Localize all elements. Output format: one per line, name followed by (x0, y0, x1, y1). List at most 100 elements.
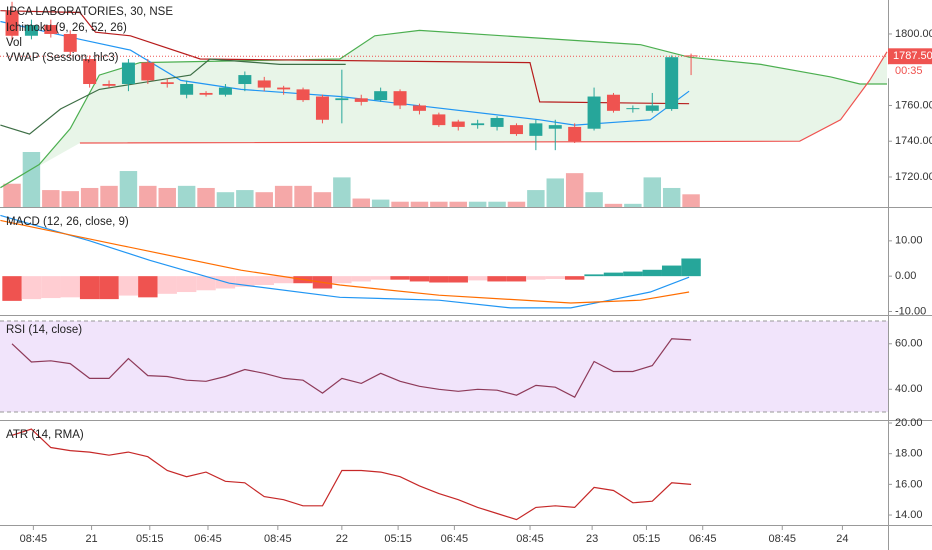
x-tick-label: 22 (336, 533, 348, 545)
last-price-label: 1787.50 (893, 50, 932, 62)
volume-bar (352, 198, 370, 207)
indicator-line (0, 214, 690, 309)
macd-histogram-bar (545, 276, 565, 279)
macd-histogram-bar (390, 276, 410, 280)
macd-histogram-bar (2, 276, 22, 301)
candle-body (471, 123, 485, 126)
volume-bar (643, 177, 662, 207)
indicator-line (0, 20, 690, 126)
candle-body (199, 92, 213, 95)
candle-body (141, 62, 155, 81)
macd-histogram-bar (642, 269, 662, 277)
last-price-tag (888, 48, 932, 65)
y-tick-label: 18.00 (895, 448, 923, 460)
volume-bar (100, 185, 118, 207)
y-tick-label: 20.00 (895, 417, 923, 429)
macd-histogram-bar (584, 274, 604, 277)
x-tick-label: 21 (85, 533, 97, 545)
candle-body (626, 108, 640, 110)
indicator-pane (11, 428, 692, 521)
countdown-tag (888, 64, 932, 79)
x-tick-label: 08:45 (516, 533, 544, 545)
candle-body (218, 87, 232, 95)
candle-body (451, 121, 465, 127)
candle-body (529, 123, 543, 136)
volume-bar (565, 173, 584, 207)
volume-bar (236, 190, 254, 207)
macd-histogram-bar (99, 276, 119, 300)
macd-histogram-bar (681, 258, 701, 277)
x-tick-label: 08:45 (768, 533, 796, 545)
y-tick-label: 16.00 (895, 478, 923, 490)
macd-histogram-bar (351, 276, 371, 282)
candle-body (684, 55, 698, 57)
candle-body (354, 98, 368, 102)
volume-bar (391, 201, 409, 207)
candle-body (548, 125, 562, 129)
volume-bar (158, 187, 176, 207)
macd-histogram-bar (176, 276, 197, 293)
volume-bar (468, 201, 487, 207)
indicator-legend: Ichimoku (9, 26, 52, 26) (6, 22, 127, 34)
candle-body (180, 84, 194, 95)
volume-bar (294, 185, 312, 207)
volume-bar (61, 191, 79, 207)
volume-bar (430, 201, 448, 207)
candle-body (606, 94, 620, 111)
macd-histogram-bar (196, 276, 216, 291)
pane-title: MACD (12, 26, close, 9) (6, 216, 129, 228)
x-tick-label: 08:45 (264, 533, 292, 545)
candle-body (374, 91, 388, 101)
y-tick-label: 1800.00 (895, 28, 932, 40)
candle-body (83, 58, 97, 85)
candle-body (24, 25, 38, 36)
volume-bar (546, 178, 564, 207)
macd-histogram-bar (526, 276, 546, 280)
volume-bar (507, 201, 526, 207)
macd-histogram-bar (429, 276, 449, 283)
volume-bar (449, 201, 467, 207)
candle-body (5, 10, 19, 36)
y-tick-label: -10.00 (895, 305, 926, 317)
macd-histogram-bar (254, 276, 274, 285)
candle-body (102, 84, 116, 86)
volume-bar (662, 187, 681, 207)
candle-body (315, 96, 329, 120)
indicator-line (0, 58, 346, 135)
y-tick-label: 1740.00 (895, 135, 932, 147)
macd-histogram-bar (506, 276, 527, 282)
macd-histogram-bar (661, 265, 682, 277)
volume-bar (410, 201, 429, 207)
macd-histogram-bar (21, 276, 42, 300)
indicator-line (0, 219, 690, 304)
y-tick-label: 40.00 (895, 383, 923, 395)
candle-body (509, 125, 523, 135)
volume-bar (371, 199, 390, 207)
x-tick-label: 05:15 (384, 533, 412, 545)
volume-bar (604, 203, 623, 207)
candle-body (665, 57, 679, 110)
candle-body (63, 33, 77, 52)
candle-body (44, 25, 58, 34)
chart-title: IPCA LABORATORIES, 30, NSE (6, 6, 173, 18)
candle-body (393, 91, 407, 106)
candle-body (645, 105, 659, 111)
volume-bar (255, 192, 273, 207)
pane-title: ATR (14, RMA) (6, 429, 84, 441)
x-tick-label: 05:15 (136, 533, 164, 545)
candle-body (587, 96, 601, 129)
candle-body (238, 75, 252, 85)
indicator-line (11, 428, 692, 521)
indicator-line (79, 51, 888, 144)
macd-histogram-bar (157, 276, 177, 294)
macd-histogram-bar (370, 276, 391, 280)
volume-bar (585, 192, 603, 207)
candle-body (432, 114, 446, 126)
volume-bar (177, 185, 196, 207)
macd-histogram-bar (332, 276, 352, 284)
volume-bar (3, 183, 21, 207)
candle-body (257, 80, 271, 88)
candle-body (296, 89, 310, 101)
